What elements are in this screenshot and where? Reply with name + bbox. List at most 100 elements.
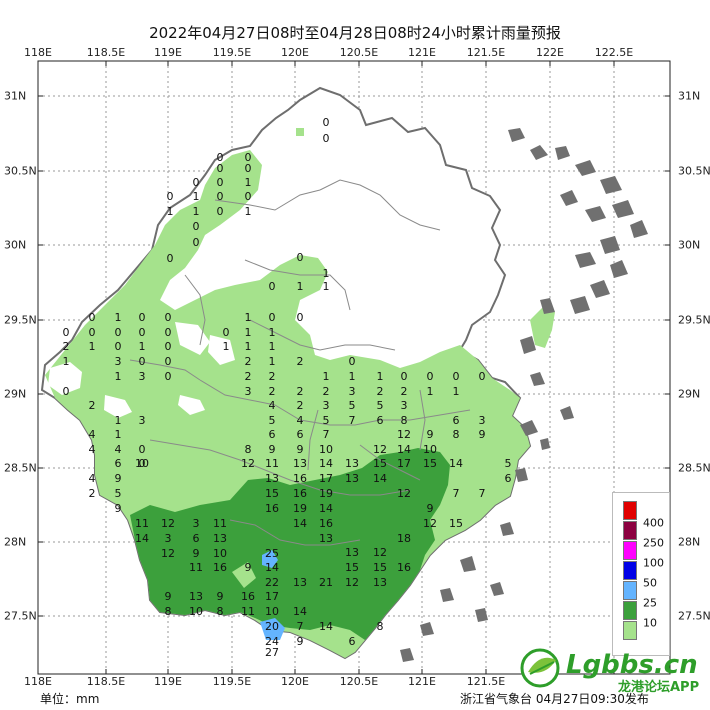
rainfall-value-label: 0 [217, 176, 224, 189]
lon-tick-bottom: 120.5E [339, 675, 379, 688]
rainfall-value-label: 13 [345, 457, 359, 470]
rainfall-value-label: 3 [245, 385, 252, 398]
rainfall-value-label: 24 [265, 635, 279, 648]
legend-swatch [623, 601, 637, 620]
rainfall-value-label: 14 [319, 457, 333, 470]
rainfall-value-label: 9 [245, 561, 252, 574]
rainfall-value-label: 2 [401, 385, 408, 398]
rainfall-value-label: 9 [115, 472, 122, 485]
offshore-islands [400, 128, 648, 662]
rainfall-value-label: 13 [373, 576, 387, 589]
rain-free-patches [48, 322, 235, 418]
rainfall-value-label: 12 [373, 546, 387, 559]
rainfall-value-label: 4 [297, 414, 304, 427]
legend-label: 250 [643, 536, 664, 550]
rainfall-value-label: 0 [115, 326, 122, 339]
rainfall-value-label: 20 [265, 620, 279, 633]
lon-tick-bottom: 121.5E [466, 675, 506, 688]
rainfall-value-label: 3 [139, 414, 146, 427]
lat-tick-right: 28.5N [678, 461, 710, 475]
rainfall-value-label: 9 [269, 443, 276, 456]
rainfall-value-label: 3 [139, 370, 146, 383]
rainfall-value-label: 10 [319, 443, 333, 456]
rainfall-value-label: 12 [373, 443, 387, 456]
rainfall-value-label: 15 [265, 487, 279, 500]
legend-swatch [623, 561, 637, 580]
watermark-subtitle: 龙港论坛APP [618, 680, 700, 695]
rainfall-value-label: 3 [323, 399, 330, 412]
rainfall-value-label: 8 [165, 605, 172, 618]
rainfall-value-label: 0 [323, 116, 330, 129]
rainfall-value-label: 14 [449, 457, 463, 470]
rainfall-value-label: 8 [217, 605, 224, 618]
rainfall-value-label: 13 [293, 457, 307, 470]
rainfall-value-label: 2 [323, 385, 330, 398]
rainfall-value-label: 16 [213, 561, 227, 574]
rainfall-value-label: 8 [401, 414, 408, 427]
lon-tick-bottom: 121E [408, 675, 436, 688]
rainfall-value-label: 7 [453, 487, 460, 500]
rainfall-value-label: 11 [135, 517, 149, 530]
rainfall-value-label: 10 [189, 605, 203, 618]
watermark-logo: Lgbbs.cn 龙港论坛APP [518, 646, 708, 695]
rainfall-value-label: 14 [319, 502, 333, 515]
rainfall-value-label: 1 [167, 205, 174, 218]
rainfall-value-label: 1 [453, 385, 460, 398]
rainfall-value-label: 10 [423, 443, 437, 456]
rainfall-value-label: 2 [89, 399, 96, 412]
legend-swatch [623, 581, 637, 600]
rainfall-value-label: 1 [427, 385, 434, 398]
rainfall-value-label: 15 [423, 457, 437, 470]
rainfall-value-label: 0 [167, 252, 174, 265]
rainfall-value-label: 16 [397, 561, 411, 574]
rainfall-value-label: 7 [349, 414, 356, 427]
rainfall-value-label: 5 [115, 487, 122, 500]
rainfall-value-label: 3 [349, 385, 356, 398]
lon-tick-bottom: 118.5E [86, 675, 126, 688]
lat-tick-left: 30N [4, 238, 27, 252]
rainfall-value-label: 0 [269, 311, 276, 324]
color-legend: 400 250 100 50 25 10 [612, 492, 670, 656]
lon-tick-top: 122.5E [594, 46, 634, 59]
rainfall-value-label: 11 [189, 561, 203, 574]
rainfall-value-label: 8 [245, 443, 252, 456]
lon-tick-top: 119.5E [212, 46, 252, 59]
rainfall-value-label: 2 [297, 385, 304, 398]
rainfall-value-label: 3 [165, 532, 172, 545]
rainfall-value-label: 1 [245, 326, 252, 339]
rainfall-value-label: 0 [167, 190, 174, 203]
rainfall-value-label: 4 [269, 399, 276, 412]
rainfall-value-label: 15 [345, 561, 359, 574]
lon-tick-bottom: 119.5E [212, 675, 252, 688]
rainfall-value-label: 13 [265, 472, 279, 485]
rainfall-value-label: 0 [139, 457, 146, 470]
rainfall-value-label: 19 [319, 487, 333, 500]
lat-tick-right: 29.5N [678, 313, 710, 327]
rainfall-value-label: 0 [297, 251, 304, 264]
rainfall-value-label: 1 [115, 311, 122, 324]
rainfall-value-label: 0 [217, 151, 224, 164]
rainfall-value-label: 6 [349, 635, 356, 648]
rainfall-value-label: 5 [349, 399, 356, 412]
rainfall-value-label: 13 [345, 472, 359, 485]
rainfall-value-label: 0 [453, 370, 460, 383]
rainfall-value-label: 0 [269, 280, 276, 293]
rainfall-value-label: 7 [297, 620, 304, 633]
rainfall-value-label: 12 [423, 517, 437, 530]
rainfall-value-label: 2 [297, 355, 304, 368]
lon-tick-top: 120E [281, 46, 309, 59]
rainfall-value-label: 3 [193, 517, 200, 530]
rainfall-value-label: 6 [193, 532, 200, 545]
lon-tick-top: 121.5E [466, 46, 506, 59]
legend-label: 50 [643, 576, 657, 590]
rainfall-value-label: 3 [115, 355, 122, 368]
legend-swatch [623, 541, 637, 560]
rainfall-value-label: 13 [189, 590, 203, 603]
rainfall-value-label: 16 [241, 590, 255, 603]
rainfall-value-label: 0 [223, 326, 230, 339]
rainfall-value-label: 11 [213, 517, 227, 530]
rainfall-value-label: 18 [397, 532, 411, 545]
rainfall-value-label: 0 [217, 190, 224, 203]
